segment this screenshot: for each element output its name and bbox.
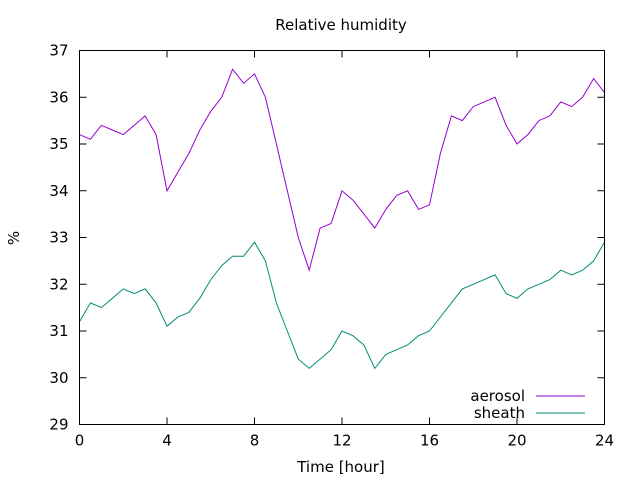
x-tick-label: 8 bbox=[250, 432, 260, 450]
series-line-aerosol bbox=[79, 68, 605, 272]
y-tick-label: 32 bbox=[49, 275, 68, 293]
x-tick-label: 20 bbox=[507, 432, 526, 450]
legend-label-sheath: sheath bbox=[474, 404, 525, 422]
x-axis-label: Time [hour] bbox=[296, 458, 385, 476]
plot-frame bbox=[79, 50, 605, 425]
x-tick-label: 4 bbox=[162, 432, 172, 450]
x-tick-label: 16 bbox=[420, 432, 439, 450]
y-tick-label: 34 bbox=[49, 182, 68, 200]
legend-label-aerosol: aerosol bbox=[470, 387, 525, 405]
series-line-sheath bbox=[79, 241, 605, 370]
series-layer bbox=[79, 68, 605, 370]
y-tick-label: 31 bbox=[49, 322, 68, 340]
y-tick-label: 37 bbox=[49, 42, 68, 60]
y-tick-label: 33 bbox=[49, 229, 68, 247]
axis-ticks: 0 4 8 12 16 20 24 29 30 31 32 33 34 35 36 37 bbox=[49, 42, 614, 450]
y-tick-label: 30 bbox=[49, 369, 68, 387]
y-tick-label: 29 bbox=[49, 416, 68, 434]
x-tick-label: 12 bbox=[332, 432, 351, 450]
x-tick-label: 24 bbox=[595, 432, 614, 450]
x-tick-label: 0 bbox=[75, 432, 85, 450]
chart-title: Relative humidity bbox=[275, 16, 407, 34]
y-tick-label: 36 bbox=[49, 88, 68, 106]
y-axis-label: % bbox=[5, 231, 23, 245]
y-tick-label: 35 bbox=[49, 135, 68, 153]
